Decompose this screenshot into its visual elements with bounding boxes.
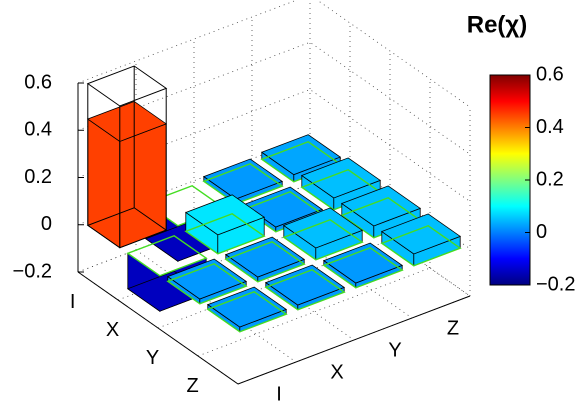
colorbar-tick-label: 0 [536, 221, 547, 243]
bar-face [260, 134, 342, 176]
outline-top [264, 268, 346, 311]
ideal-outline [264, 268, 346, 311]
ideal-outline [282, 218, 364, 261]
bar-face [264, 264, 346, 306]
outline-top [282, 218, 364, 261]
bar [166, 258, 248, 305]
outline-top [126, 234, 208, 277]
bar-face [282, 207, 364, 249]
bar-face [300, 157, 382, 199]
ideal-outline [166, 262, 248, 305]
grid-line [77, 0, 471, 108]
row-label: Z [186, 375, 198, 397]
outline-top [322, 246, 404, 289]
ideal-outline [224, 240, 306, 283]
bar-face [166, 258, 248, 300]
bar-face [202, 158, 284, 200]
outline-top [166, 262, 248, 305]
bar-face [206, 286, 288, 328]
row-label: X [106, 319, 119, 341]
z-tick-label: 0.2 [24, 166, 52, 188]
z-tick-label: 0 [41, 213, 52, 235]
row-label: Y [146, 347, 159, 369]
z-tick-label: 0.6 [24, 71, 52, 93]
bar-face [380, 213, 462, 255]
z-tick-label: −0.2 [13, 260, 52, 282]
bar [380, 213, 462, 267]
colorbar-tick-label: 0.4 [536, 116, 564, 138]
outline-top [184, 212, 266, 255]
column-label: I [276, 384, 282, 406]
outline-top [380, 224, 462, 267]
ideal-outline [126, 234, 208, 277]
bar-face [224, 236, 306, 278]
ideal-outline [184, 212, 266, 255]
colorbar-tick-label: 0.6 [536, 63, 564, 85]
colorbar-tick-label: −0.2 [536, 273, 575, 295]
outline-bottom [86, 207, 168, 249]
bar-face [322, 242, 404, 284]
z-tick-label: 0.4 [24, 119, 52, 141]
ideal-outline [322, 246, 404, 289]
bar [184, 194, 266, 255]
axis-line [237, 295, 471, 385]
ideal-outline [206, 290, 288, 333]
bar [224, 236, 306, 283]
outline-top [206, 290, 288, 333]
column-label: Z [447, 318, 459, 340]
column-label: X [330, 362, 343, 384]
bar [86, 100, 168, 249]
bar-face [184, 194, 266, 236]
colorbar [489, 74, 531, 286]
axis-line [77, 271, 239, 385]
outline-top [224, 240, 306, 283]
bar-face [340, 185, 422, 227]
outline-top [86, 65, 168, 107]
ideal-outline [380, 224, 462, 267]
ideal-outline [86, 65, 168, 249]
row-label: I [70, 291, 76, 313]
column-label: Y [388, 340, 401, 362]
outline-top [202, 162, 284, 205]
ideal-outline [202, 162, 284, 205]
colorbar-tick-label: 0.2 [536, 168, 564, 190]
chart-title: Re(χ) [467, 11, 527, 38]
bar-face [119, 123, 167, 249]
